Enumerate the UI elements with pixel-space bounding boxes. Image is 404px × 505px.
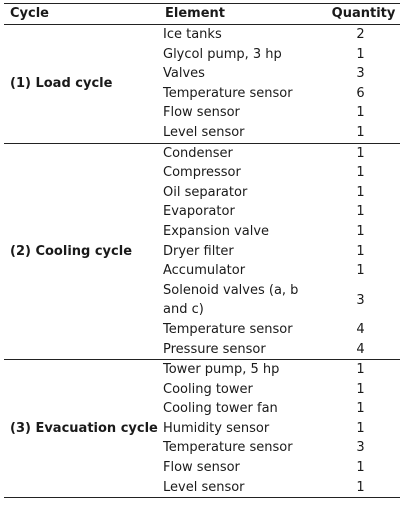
header-row: Cycle Element Quantity [4, 3, 400, 25]
quantity-cell: 1 [327, 122, 400, 144]
header-cycle: Cycle [4, 3, 159, 25]
quantity-cell: 1 [356, 401, 365, 417]
element-cell: Humidity sensor [163, 420, 270, 436]
cycle-label: (3) Evacuation cycle [4, 359, 159, 499]
table-row: Valves 3 [4, 64, 400, 84]
quantity-cell: 1 [356, 105, 365, 121]
element-cell: Glycol pump, 3 hp [163, 46, 282, 62]
table-row: Temperature sensor 4 [4, 320, 400, 340]
quantity-cell: 1 [356, 165, 365, 181]
element-cell: Level sensor [159, 122, 327, 144]
quantity-cell: 6 [356, 85, 365, 101]
element-cell: Compressor [163, 165, 241, 181]
cycle-label: (2) Cooling cycle [4, 143, 159, 361]
table-row: (3) Evacuation cycle Tower pump, 5 hp 1 [4, 359, 400, 499]
element-cell: Condenser [163, 145, 233, 161]
quantity-cell: 1 [356, 243, 365, 259]
quantity-cell: 1 [356, 460, 365, 476]
quantity-cell: 1 [356, 263, 365, 279]
table-row: Level sensor 1 [4, 477, 400, 499]
quantity-cell: 4 [327, 339, 400, 361]
quantity-cell: 3 [356, 292, 365, 308]
element-cell: Temperature sensor [163, 85, 293, 101]
table-row: Compressor 1 [4, 163, 400, 183]
table-row: Level sensor 1 [4, 122, 400, 144]
element-cell: Valves [163, 66, 205, 82]
table-header: Cycle Element Quantity [4, 3, 400, 25]
table-row: Flow sensor 1 [4, 458, 400, 478]
element-cell: Oil separator [163, 184, 248, 200]
table-row: Oil separator 1 [4, 183, 400, 203]
header-quantity: Quantity [327, 3, 400, 25]
element-cell: Cooling tower fan [163, 401, 278, 417]
element-cell: Expansion valve [163, 223, 270, 239]
element-cell: Level sensor [159, 477, 327, 499]
element-cell: Ice tanks [163, 27, 222, 42]
quantity-cell: 1 [356, 46, 365, 62]
quantity-cell: 3 [356, 66, 365, 82]
cycle-label: (1) Load cycle [4, 24, 159, 144]
quantity-cell: 2 [356, 27, 365, 42]
table-row: Evaporator 1 [4, 202, 400, 222]
element-cell: Temperature sensor [163, 440, 293, 456]
table-row: Pressure sensor 4 [4, 339, 400, 361]
quantity-cell: 1 [356, 184, 365, 200]
equipment-table: Cycle Element Quantity (1) Load cycle Ice… [4, 3, 400, 499]
table-row: Solenoid valves (a, b and c) 3 [4, 281, 400, 320]
header-element: Element [159, 3, 327, 25]
quantity-cell: 4 [356, 321, 365, 337]
element-cell: Cooling tower [163, 381, 253, 397]
element-cell: Flow sensor [163, 460, 240, 476]
quantity-cell: 1 [356, 204, 365, 220]
element-cell: Pressure sensor [159, 339, 327, 361]
table-row: Dryer filter 1 [4, 242, 400, 262]
table-row: Temperature sensor 6 [4, 84, 400, 104]
element-cell: Solenoid valves (a, b and c) [163, 282, 299, 318]
table-row: Expansion valve 1 [4, 222, 400, 242]
table-body: (1) Load cycle Ice tanks 2 Glycol pump, 3 h… [4, 24, 400, 499]
element-cell: Flow sensor [163, 105, 240, 121]
quantity-cell: 1 [356, 223, 365, 239]
element-cell: Temperature sensor [163, 321, 293, 337]
table-row: Humidity sensor 1 [4, 419, 400, 439]
table-row: (1) Load cycle Ice tanks 2 [4, 24, 400, 144]
table-row: Temperature sensor 3 [4, 438, 400, 458]
quantity-cell: 1 [356, 145, 365, 161]
quantity-cell: 1 [327, 477, 400, 499]
element-cell: Accumulator [163, 263, 246, 279]
table-row: Flow sensor 1 [4, 103, 400, 123]
quantity-cell: 1 [356, 381, 365, 397]
element-cell: Evaporator [163, 204, 235, 220]
quantity-cell: 1 [356, 420, 365, 436]
table-row: (2) Cooling cycle Condenser 1 [4, 143, 400, 361]
element-cell: Dryer filter [163, 243, 234, 259]
element-cell: Tower pump, 5 hp [163, 362, 280, 378]
table-row: Cooling tower 1 [4, 380, 400, 400]
table-row: Accumulator 1 [4, 261, 400, 281]
quantity-cell: 1 [356, 362, 365, 378]
table-row: Cooling tower fan 1 [4, 399, 400, 419]
quantity-cell: 3 [356, 440, 365, 456]
table-row: Glycol pump, 3 hp 1 [4, 45, 400, 65]
